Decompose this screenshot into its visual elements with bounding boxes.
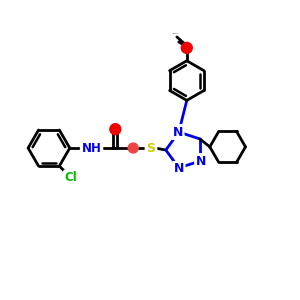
Circle shape: [128, 143, 138, 153]
Text: N: N: [173, 126, 183, 139]
Text: S: S: [146, 142, 155, 154]
Text: N: N: [174, 162, 184, 176]
Text: Cl: Cl: [65, 171, 78, 184]
Text: NH: NH: [82, 142, 101, 154]
Text: methoxy: methoxy: [173, 33, 179, 34]
Text: N: N: [196, 154, 206, 168]
Circle shape: [110, 124, 121, 135]
Circle shape: [181, 42, 192, 53]
